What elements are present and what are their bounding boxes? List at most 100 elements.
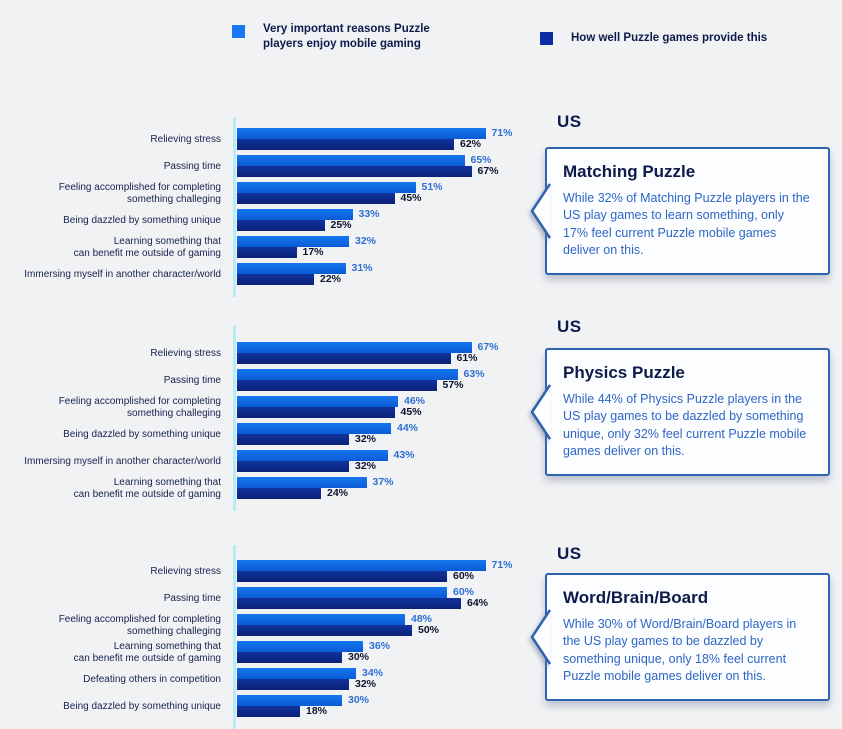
legend-label-important: Very important reasons Puzzle players en…	[263, 23, 430, 50]
chart-row: Relieving stress 71% 60%	[0, 558, 560, 585]
bar-group: 71% 62%	[237, 126, 560, 153]
bar-provide	[237, 571, 447, 582]
bar-important	[237, 182, 416, 193]
bar-value-provide: 60%	[453, 570, 475, 582]
bar-value-important: 44%	[397, 422, 419, 434]
bar-group: 46% 45%	[237, 394, 560, 421]
chart-row: Feeling accomplished for completing some…	[0, 394, 560, 421]
bar-provide	[237, 193, 395, 204]
callout-physics-puzzle: Physics Puzzle While 44% of Physics Puzz…	[530, 348, 830, 476]
bar-value-important: 51%	[421, 181, 443, 193]
bar-provide	[237, 679, 349, 690]
bar-important	[237, 396, 398, 407]
bar-important	[237, 209, 353, 220]
bar-value-important: 71%	[491, 127, 513, 139]
category-label: Being dazzled by something unique	[63, 214, 221, 226]
bar-group: 48% 50%	[237, 612, 560, 639]
callout-arrow-icon	[530, 609, 551, 665]
callout-body: While 32% of Matching Puzzle players in …	[563, 191, 810, 257]
chart-axis-physics	[233, 325, 236, 511]
chart-row: Learning something that can benefit me o…	[0, 234, 560, 261]
bar-value-provide: 67%	[477, 165, 499, 177]
chart-row: Being dazzled by something unique 33% 25%	[0, 207, 560, 234]
callout-body: While 44% of Physics Puzzle players in t…	[563, 392, 807, 458]
bar-provide	[237, 407, 395, 418]
chart-physics-puzzle: Relieving stress 67% 61% Passing time 63% 57%…	[0, 340, 560, 502]
legend-label-provide: How well Puzzle games provide this	[571, 31, 768, 44]
legend-item-important: Very important reasons Puzzle players en…	[232, 22, 430, 52]
bar-important	[237, 587, 447, 598]
chart-row: Learning something that can benefit me o…	[0, 639, 560, 666]
bar-important	[237, 560, 486, 571]
bar-group: 67% 61%	[237, 340, 560, 367]
bar-important	[237, 695, 342, 706]
bar-group: 31% 22%	[237, 261, 560, 288]
bar-provide	[237, 247, 297, 258]
chart-row: Learning something that can benefit me o…	[0, 475, 560, 502]
chart-row: Passing time 65% 67%	[0, 153, 560, 180]
chart-row: Being dazzled by something unique 30% 18%	[0, 693, 560, 720]
bar-group: 63% 57%	[237, 367, 560, 394]
category-label: Relieving stress	[150, 133, 221, 145]
bar-value-important: 43%	[393, 449, 415, 461]
bar-important	[237, 369, 458, 380]
legend-swatch-important-icon	[232, 25, 245, 38]
bar-value-important: 67%	[477, 341, 499, 353]
category-label: Learning something that can benefit me o…	[73, 640, 221, 664]
bar-value-important: 30%	[348, 694, 370, 706]
bar-value-provide: 18%	[306, 705, 328, 717]
bar-value-provide: 45%	[400, 406, 422, 418]
bar-provide	[237, 652, 342, 663]
category-label: Feeling accomplished for completing some…	[58, 181, 221, 205]
bar-value-important: 46%	[404, 395, 426, 407]
region-heading-physics: US	[557, 317, 582, 336]
bar-value-provide: 61%	[456, 352, 478, 364]
bar-provide	[237, 598, 461, 609]
bar-important	[237, 128, 486, 139]
category-label: Relieving stress	[150, 565, 221, 577]
callout-title: Word/Brain/Board	[563, 588, 709, 607]
category-label: Feeling accomplished for completing some…	[58, 395, 221, 419]
bar-value-provide: 50%	[418, 624, 440, 636]
bar-value-provide: 32%	[355, 460, 377, 472]
bar-group: 60% 64%	[237, 585, 560, 612]
chart-axis-matching	[233, 117, 236, 297]
chart-row: Passing time 63% 57%	[0, 367, 560, 394]
category-label: Passing time	[163, 374, 221, 386]
bar-value-important: 65%	[470, 154, 492, 166]
category-label: Passing time	[163, 592, 221, 604]
bar-provide	[237, 139, 454, 150]
bar-important	[237, 477, 367, 488]
bar-group: 34% 32%	[237, 666, 560, 693]
bar-value-important: 63%	[463, 368, 485, 380]
bar-group: 37% 24%	[237, 475, 560, 502]
bar-value-provide: 57%	[442, 379, 464, 391]
bar-provide	[237, 274, 314, 285]
chart-row: Feeling accomplished for completing some…	[0, 612, 560, 639]
bar-value-important: 33%	[358, 208, 380, 220]
callout-arrow-icon	[530, 384, 551, 440]
chart-word-brain-board: Relieving stress 71% 60% Passing time 60% 64%…	[0, 558, 560, 720]
bar-value-provide: 25%	[330, 219, 352, 231]
bar-group: 43% 32%	[237, 448, 560, 475]
bar-value-important: 37%	[372, 476, 394, 488]
chart-row: Relieving stress 67% 61%	[0, 340, 560, 367]
chart-row: Relieving stress 71% 62%	[0, 126, 560, 153]
category-label: Passing time	[163, 160, 221, 172]
bar-value-provide: 62%	[460, 138, 482, 150]
chart-row: Immersing myself in another character/wo…	[0, 261, 560, 288]
chart-axis-wordbrainboard	[233, 545, 236, 729]
bar-value-provide: 32%	[355, 433, 377, 445]
category-label: Being dazzled by something unique	[63, 428, 221, 440]
category-label: Defeating others in competition	[83, 673, 221, 685]
chart-row: Immersing myself in another character/wo…	[0, 448, 560, 475]
bar-value-important: 32%	[355, 235, 377, 247]
bar-value-provide: 22%	[320, 273, 342, 285]
bar-group: 36% 30%	[237, 639, 560, 666]
bar-value-provide: 17%	[302, 246, 324, 258]
bar-value-provide: 64%	[467, 597, 489, 609]
callout-word-brain-board: Word/Brain/Board While 30% of Word/Brain…	[530, 573, 830, 701]
callout-matching-puzzle: Matching Puzzle While 32% of Matching Pu…	[530, 147, 830, 275]
bar-value-important: 71%	[491, 559, 513, 571]
bar-value-provide: 30%	[348, 651, 370, 663]
